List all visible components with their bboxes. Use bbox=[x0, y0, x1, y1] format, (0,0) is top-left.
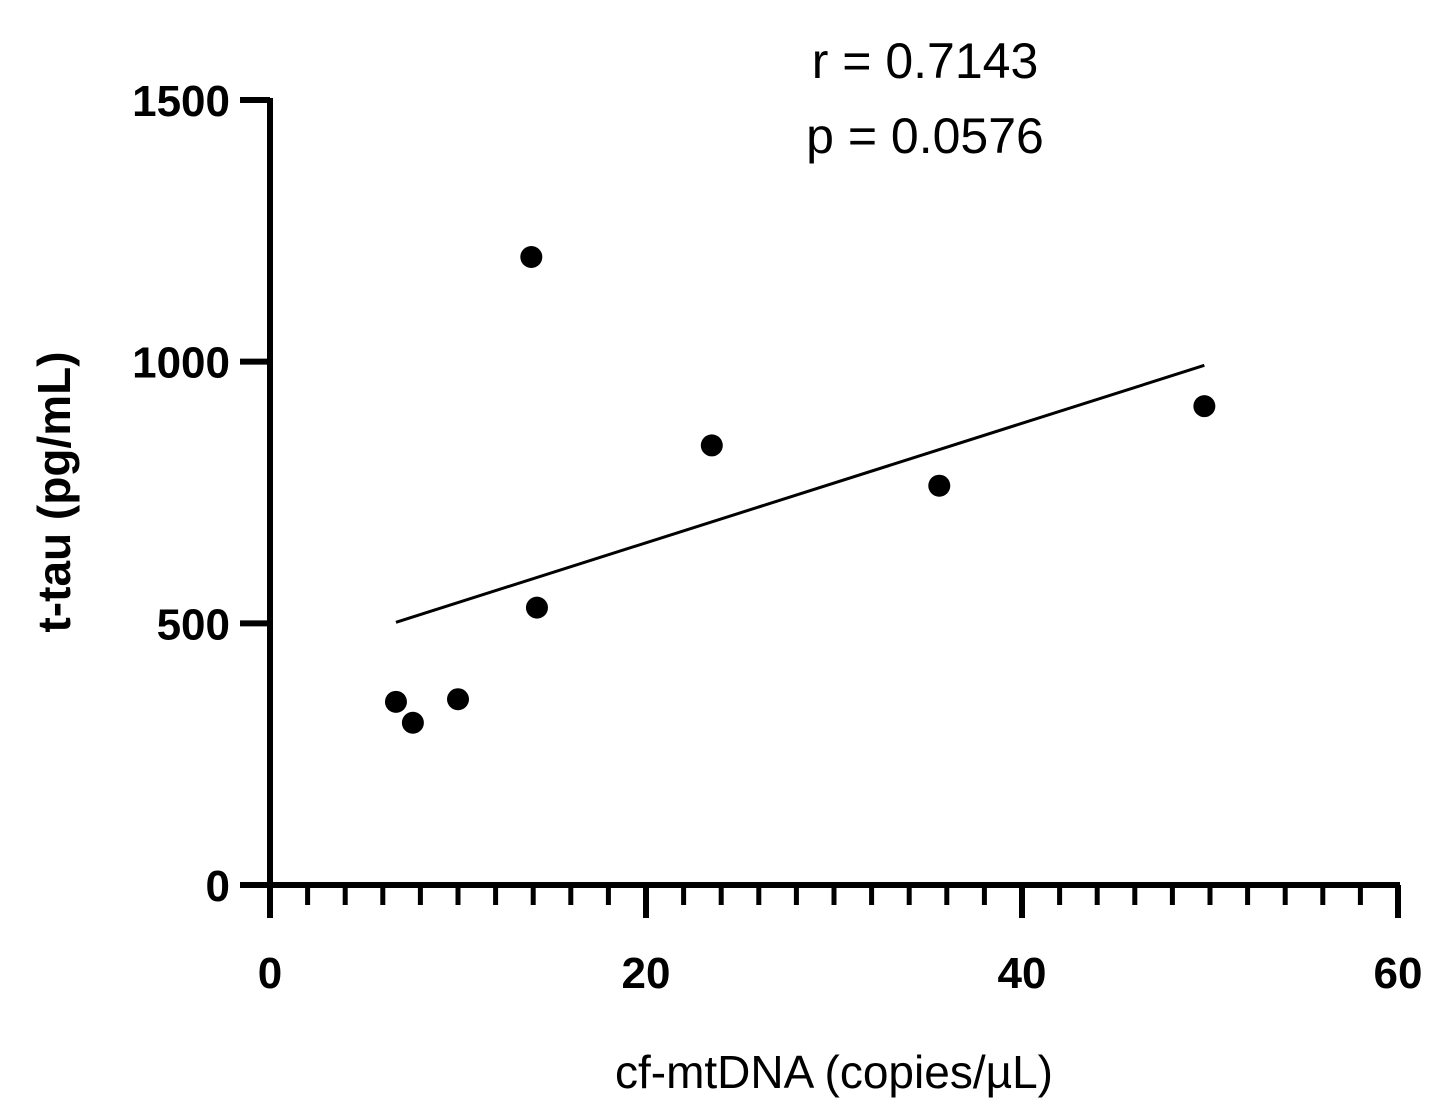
data-point bbox=[525, 596, 548, 619]
data-point bbox=[401, 711, 424, 734]
y-tick-label: 500 bbox=[157, 600, 230, 649]
tick-labels: 0 500 1000 1500 0 20 40 60 bbox=[132, 77, 1422, 998]
regression-line bbox=[395, 363, 1205, 624]
x-tick-label: 40 bbox=[998, 949, 1047, 998]
axis-ticks bbox=[240, 97, 1401, 918]
y-tick-label: 0 bbox=[206, 862, 230, 911]
x-axis-title: cf-mtDNA (copies/µL) bbox=[615, 1046, 1053, 1098]
data-point bbox=[1193, 395, 1216, 418]
y-tick-label: 1000 bbox=[132, 339, 230, 388]
data-point bbox=[520, 246, 543, 268]
y-tick-label: 1500 bbox=[132, 77, 230, 126]
y-axis-title: t-tau (pg/mL) bbox=[28, 351, 80, 632]
data-point bbox=[700, 434, 723, 457]
data-point bbox=[928, 474, 951, 497]
data-points bbox=[384, 246, 1216, 734]
x-tick-label: 20 bbox=[622, 949, 671, 998]
data-point bbox=[447, 688, 469, 711]
r-annotation: r = 0.7143 bbox=[812, 33, 1039, 89]
x-tick-label: 60 bbox=[1374, 949, 1423, 998]
x-tick-label: 0 bbox=[258, 949, 282, 998]
p-annotation: p = 0.0576 bbox=[806, 108, 1044, 164]
data-point bbox=[384, 690, 407, 713]
